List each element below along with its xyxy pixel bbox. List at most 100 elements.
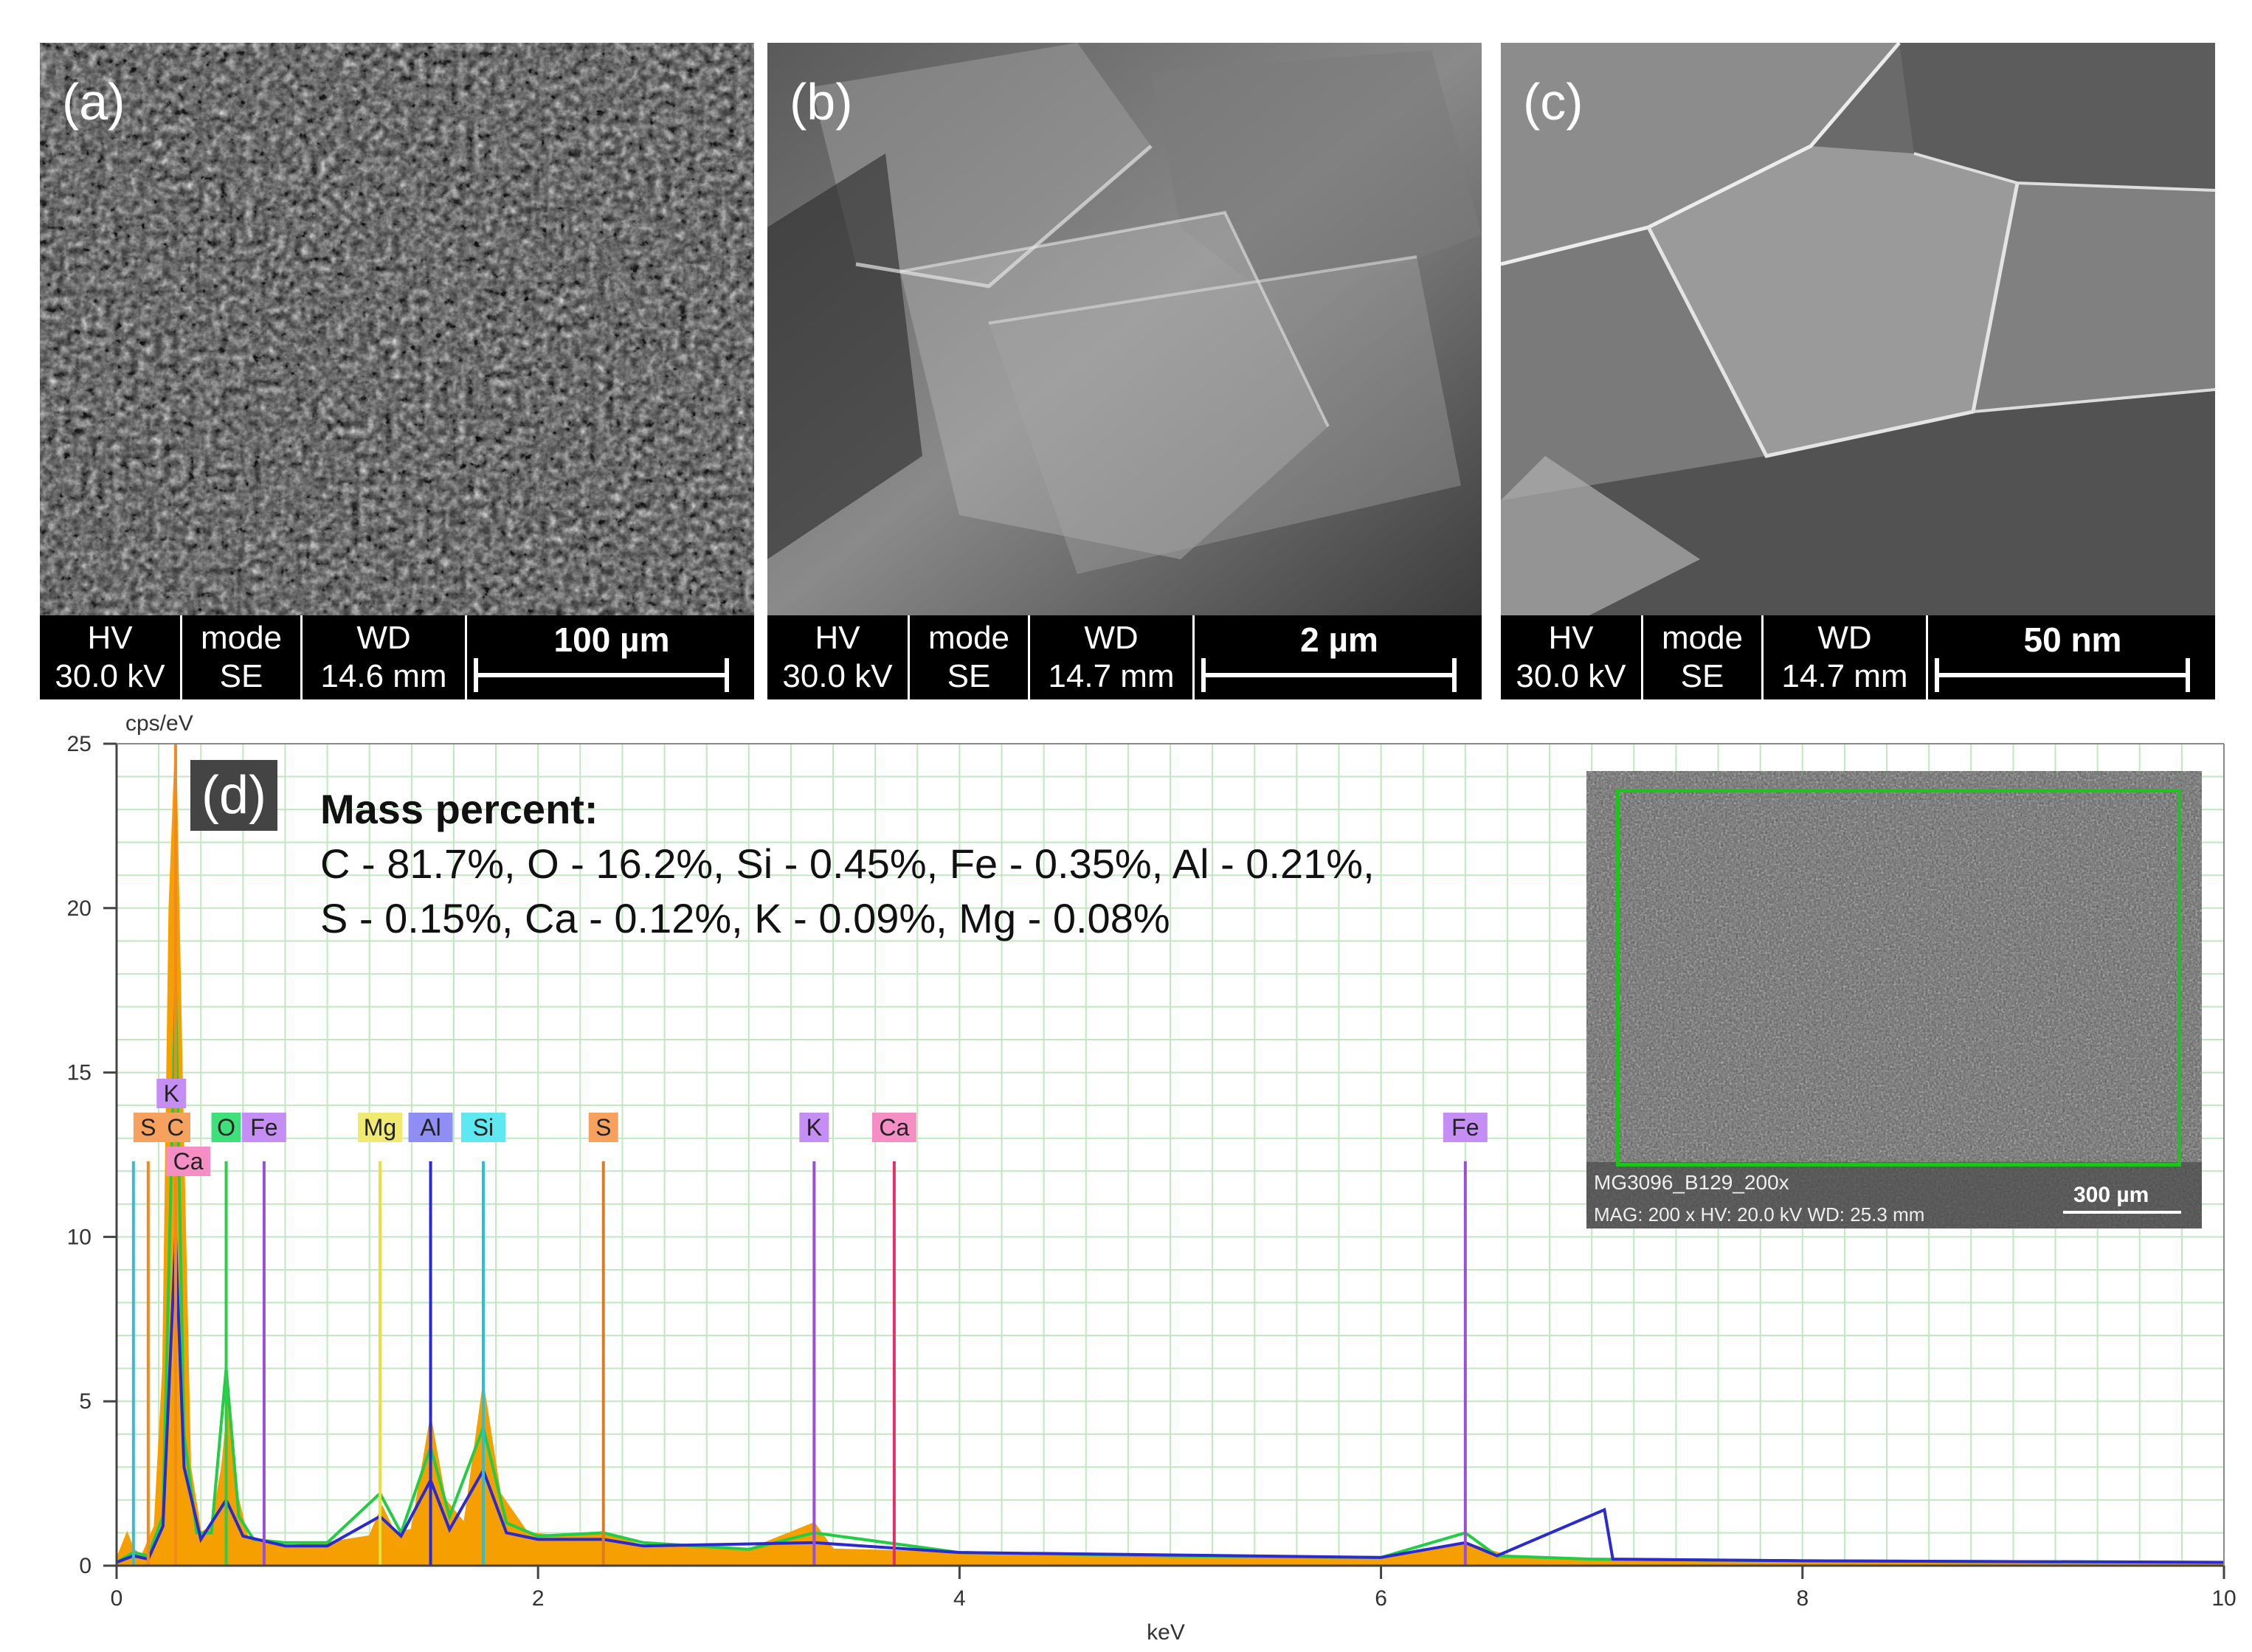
inset-filename: MG3096_B129_200x [1594, 1171, 1789, 1194]
sem-inset-image: MG3096_B129_200x MAG: 200 x HV: 20.0 kV … [1586, 771, 2202, 1228]
mode-heading: mode [928, 620, 1010, 656]
element-marker: O [211, 1113, 241, 1142]
inset-texture [1586, 771, 2202, 1228]
sem-image-c [1501, 43, 2215, 615]
scale-bar [474, 673, 729, 677]
mode-heading: mode [200, 620, 283, 656]
element-marker: Al [408, 1113, 453, 1142]
mode-cell: mode SE [182, 615, 303, 699]
wd-heading: WD [1084, 620, 1139, 656]
element-marker-label: Fe [250, 1114, 277, 1141]
element-marker: K [156, 1079, 187, 1108]
scale-bar [1935, 673, 2190, 677]
mode-heading: mode [1661, 620, 1744, 656]
element-marker-box [460, 1113, 505, 1142]
scale-bar-tick [1452, 658, 1457, 692]
element-marker: Si [460, 1113, 505, 1142]
element-marker-box [241, 1113, 286, 1142]
element-marker: Mg [358, 1113, 402, 1142]
wd-cell: WD 14.7 mm [1764, 615, 1928, 699]
scale-bar-tick [1935, 658, 1939, 692]
scale-bar-tick [2186, 658, 2190, 692]
mass-percent-line-2: S - 0.15%, Ca - 0.12%, K - 0.09%, Mg - 0… [320, 895, 1170, 941]
element-marker-label: Mg [364, 1114, 396, 1141]
chart-axes [115, 743, 2225, 1567]
panel-label-b: (b) [790, 73, 853, 131]
sem-databar-b: HV 30.0 kV mode SE WD 14.7 mm 2 µm [767, 615, 1482, 699]
mode-cell: mode SE [1643, 615, 1764, 699]
mode-value: SE [219, 658, 263, 694]
mode-value: SE [947, 658, 991, 694]
element-marker-label: Si [473, 1114, 494, 1141]
hv-heading: HV [815, 620, 860, 656]
hv-cell: HV 30.0 kV [40, 615, 182, 699]
element-marker: Ca [871, 1113, 916, 1142]
mode-value: SE [1680, 658, 1724, 694]
chart-ticks: 0 2 4 6 8 10 0 5 10 15 20 25 [67, 732, 2237, 1611]
sem-panel-b: (b) HV 30.0 kV mode SE WD 14.7 mm 2 µm [767, 43, 1482, 699]
element-marker-box [160, 1113, 190, 1142]
hv-heading: HV [87, 620, 133, 656]
element-marker-box [156, 1079, 187, 1108]
element-marker: Fe [241, 1113, 286, 1142]
panel-label-c: (c) [1523, 73, 1583, 131]
element-marker: K [799, 1113, 829, 1142]
scale-bar-tick [474, 658, 478, 692]
mass-percent-annotation: Mass percent: C - 81.7%, O - 16.2%, Si -… [320, 782, 1375, 946]
scale-bar-label: 2 µm [1300, 621, 1378, 659]
sem-panel-c: (c) HV 30.0 kV mode SE WD 14.7 mm 50 nm [1501, 43, 2215, 699]
hv-cell: HV 30.0 kV [1501, 615, 1643, 699]
scale-bar-label: 50 nm [2023, 621, 2122, 659]
x-tick-label: 6 [1375, 1586, 1387, 1611]
hv-cell: HV 30.0 kV [767, 615, 910, 699]
element-marker-box [358, 1113, 402, 1142]
inset-scale-bar [2063, 1211, 2181, 1214]
element-marker-box [166, 1147, 211, 1176]
element-marker: S [133, 1113, 163, 1142]
hv-value: 30.0 kV [55, 658, 165, 694]
y-axis-label: cps/eV [125, 711, 193, 736]
scale-bar [1201, 673, 1457, 677]
element-marker-label: Al [420, 1114, 441, 1141]
y-tick-label: 25 [67, 732, 91, 756]
element-marker-box [1443, 1113, 1488, 1142]
sem-image-b [767, 43, 1482, 615]
y-tick-label: 15 [67, 1061, 91, 1085]
mode-cell: mode SE [910, 615, 1030, 699]
element-marker-label: Ca [879, 1114, 909, 1141]
x-tick-label: 2 [532, 1586, 545, 1611]
wd-value: 14.6 mm [320, 658, 447, 694]
wd-value: 14.7 mm [1048, 658, 1175, 694]
inset-scale-label: 300 µm [2073, 1183, 2149, 1207]
element-marker-label: Ca [173, 1148, 204, 1175]
spectrum-line [116, 1237, 2225, 1564]
hv-value: 30.0 kV [1516, 658, 1626, 694]
element-marker-box [408, 1113, 453, 1142]
x-tick-label: 8 [1796, 1586, 1809, 1611]
element-marker-label: S [595, 1114, 611, 1141]
scale-bar-label: 100 µm [553, 621, 670, 659]
mass-percent-heading: Mass percent: [320, 786, 598, 832]
y-tick-label: 5 [79, 1389, 91, 1414]
y-tick-label: 20 [67, 896, 91, 921]
sem-panel-a: (a) HV 30.0 kV mode SE WD 14.6 mm 100 µm [40, 43, 754, 699]
element-marker-label: Fe [1451, 1114, 1479, 1141]
sem-image-a [40, 43, 754, 615]
wd-cell: WD 14.7 mm [1030, 615, 1195, 699]
element-marker-box [133, 1113, 163, 1142]
sem-databar-c: HV 30.0 kV mode SE WD 14.7 mm 50 nm [1501, 615, 2215, 699]
hv-value: 30.0 kV [782, 658, 893, 694]
panel-label-a: (a) [62, 73, 125, 131]
scale-bar-tick [725, 658, 729, 692]
wd-heading: WD [356, 620, 411, 656]
mass-percent-line-1: C - 81.7%, O - 16.2%, Si - 0.45%, Fe - 0… [320, 840, 1375, 887]
element-marker-label: K [806, 1114, 822, 1141]
sem-databar-a: HV 30.0 kV mode SE WD 14.6 mm 100 µm [40, 615, 754, 699]
scale-bar-tick [1201, 658, 1206, 692]
wd-cell: WD 14.6 mm [303, 615, 467, 699]
element-marker-box [588, 1113, 618, 1142]
element-marker-box [799, 1113, 829, 1142]
hv-heading: HV [1548, 620, 1594, 656]
panel-label-d: (d) [190, 760, 277, 831]
